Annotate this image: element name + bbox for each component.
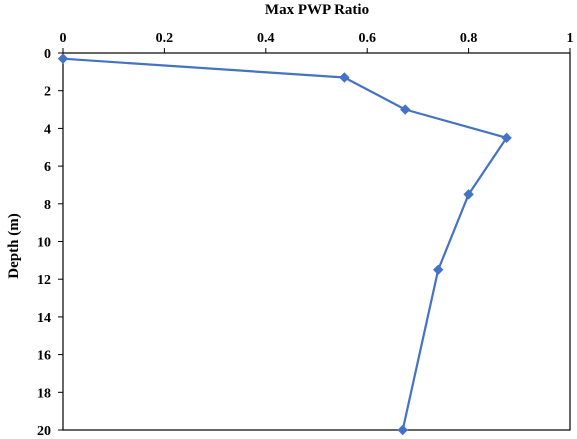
x-tick-label: 0.6: [358, 31, 376, 46]
x-axis-title: Max PWP Ratio: [265, 2, 369, 18]
x-tick-label: 0.2: [156, 31, 174, 46]
x-tick-label: 0.8: [460, 31, 478, 46]
y-tick-label: 18: [37, 386, 51, 401]
y-axis: 0 2 4 6 8 10 12 14 16 18 20: [37, 47, 63, 439]
y-axis-title: Depth (m): [6, 213, 22, 278]
x-axis: 0 0.2 0.4 0.6 0.8 1: [60, 31, 574, 53]
data-point-marker: [400, 104, 411, 115]
plot-area: [62, 52, 571, 431]
y-tick-label: 4: [44, 122, 51, 137]
y-tick-label: 20: [37, 424, 51, 439]
data-point-marker: [397, 424, 408, 436]
y-tick-label: 16: [37, 349, 51, 364]
y-tick-label: 0: [44, 47, 51, 62]
y-tick-label: 8: [44, 198, 51, 213]
y-tick-label: 12: [37, 273, 51, 288]
data-point-marker: [57, 53, 69, 64]
x-tick-label: 0.4: [257, 31, 275, 46]
y-tick-label: 2: [44, 85, 51, 100]
x-tick-label: 0: [60, 31, 67, 46]
x-tick-label: 1: [567, 31, 574, 46]
data-point-marker: [463, 189, 474, 200]
series-layer: [57, 53, 512, 436]
data-point-marker: [339, 72, 350, 83]
y-tick-label: 10: [37, 236, 51, 251]
data-point-marker: [432, 264, 444, 275]
y-tick-label: 14: [37, 311, 51, 326]
y-tick-label: 6: [44, 160, 51, 175]
data-point-marker: [501, 132, 512, 144]
